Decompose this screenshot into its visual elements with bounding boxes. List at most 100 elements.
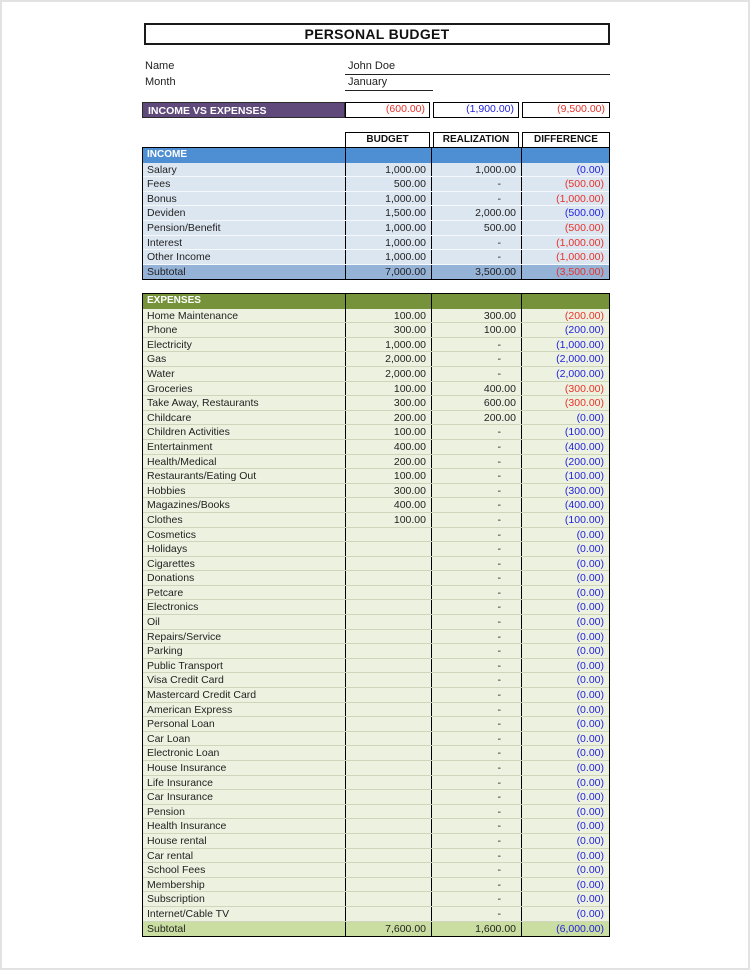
realization-cell[interactable]: - [431,498,521,512]
realization-cell[interactable]: - [431,702,521,717]
budget-cell[interactable] [345,731,431,746]
budget-cell[interactable]: 1,000.00 [345,250,431,264]
budget-cell[interactable] [345,527,431,542]
realization-cell[interactable]: 1,600.00 [431,921,521,937]
budget-cell[interactable]: 200.00 [345,454,431,469]
budget-cell[interactable]: 1,000.00 [345,162,431,177]
realization-cell[interactable]: - [431,250,521,264]
realization-cell[interactable]: 200.00 [431,410,521,425]
realization-cell[interactable]: - [431,235,521,250]
budget-cell[interactable] [345,673,431,688]
budget-cell[interactable]: 7,000.00 [345,264,431,280]
budget-cell[interactable] [345,629,431,644]
realization-cell[interactable]: - [431,717,521,731]
realization-cell[interactable]: - [431,425,521,439]
budget-cell[interactable]: 300.00 [345,483,431,498]
realization-cell[interactable]: - [431,527,521,542]
realization-cell[interactable]: 3,500.00 [431,264,521,280]
budget-cell[interactable]: 1,000.00 [345,235,431,250]
budget-cell[interactable] [345,761,431,775]
budget-cell[interactable] [345,833,431,848]
budget-cell[interactable] [345,775,431,790]
realization-cell[interactable]: - [431,819,521,833]
summary-budget-cell[interactable]: (600.00) [345,102,430,118]
budget-cell[interactable] [345,848,431,863]
budget-cell[interactable] [345,819,431,833]
budget-cell[interactable] [345,571,431,585]
realization-cell[interactable]: 400.00 [431,381,521,396]
realization-cell[interactable]: - [431,483,521,498]
realization-cell[interactable]: - [431,848,521,863]
realization-cell[interactable]: - [431,833,521,848]
summary-difference-cell[interactable]: (9,500.00) [522,102,610,118]
realization-cell[interactable]: - [431,191,521,206]
budget-cell[interactable]: 100.00 [345,512,431,527]
budget-cell[interactable] [345,746,431,760]
budget-cell[interactable] [345,542,431,556]
budget-cell[interactable] [345,702,431,717]
realization-cell[interactable]: - [431,454,521,469]
budget-cell[interactable] [345,877,431,892]
realization-cell[interactable]: - [431,177,521,191]
realization-cell[interactable]: 500.00 [431,220,521,235]
budget-cell[interactable]: 1,500.00 [345,206,431,220]
realization-cell[interactable]: - [431,775,521,790]
budget-cell[interactable] [345,615,431,629]
budget-cell[interactable] [345,585,431,600]
realization-cell[interactable]: - [431,439,521,454]
budget-cell[interactable] [345,906,431,921]
month-value[interactable]: January [348,76,388,88]
budget-cell[interactable]: 2,000.00 [345,366,431,381]
realization-cell[interactable]: 600.00 [431,396,521,410]
realization-cell[interactable]: - [431,877,521,892]
realization-cell[interactable]: - [431,906,521,921]
realization-cell[interactable]: - [431,746,521,760]
budget-cell[interactable]: 7,600.00 [345,921,431,937]
realization-cell[interactable]: - [431,571,521,585]
realization-cell[interactable]: - [431,629,521,644]
budget-cell[interactable]: 200.00 [345,410,431,425]
realization-cell[interactable]: - [431,512,521,527]
budget-cell[interactable]: 100.00 [345,425,431,439]
realization-cell[interactable]: - [431,644,521,658]
realization-cell[interactable]: - [431,615,521,629]
budget-cell[interactable] [345,688,431,702]
realization-cell[interactable]: - [431,600,521,615]
budget-cell[interactable]: 300.00 [345,396,431,410]
budget-cell[interactable]: 1,000.00 [345,191,431,206]
realization-cell[interactable]: - [431,337,521,352]
realization-cell[interactable]: - [431,790,521,804]
realization-cell[interactable]: - [431,352,521,366]
realization-cell[interactable]: 2,000.00 [431,206,521,220]
realization-cell[interactable]: 300.00 [431,308,521,323]
budget-cell[interactable]: 2,000.00 [345,352,431,366]
budget-cell[interactable]: 400.00 [345,439,431,454]
budget-cell[interactable] [345,790,431,804]
budget-cell[interactable]: 100.00 [345,308,431,323]
realization-cell[interactable]: - [431,542,521,556]
realization-cell[interactable]: - [431,585,521,600]
realization-cell[interactable]: - [431,863,521,877]
name-value[interactable]: John Doe [348,60,396,72]
budget-cell[interactable]: 100.00 [345,469,431,483]
realization-cell[interactable]: - [431,892,521,906]
realization-cell[interactable]: 1,000.00 [431,162,521,177]
budget-cell[interactable] [345,717,431,731]
budget-cell[interactable]: 400.00 [345,498,431,512]
budget-cell[interactable]: 500.00 [345,177,431,191]
budget-cell[interactable]: 100.00 [345,381,431,396]
budget-cell[interactable]: 1,000.00 [345,337,431,352]
summary-realization-cell[interactable]: (1,900.00) [433,102,519,118]
budget-cell[interactable] [345,644,431,658]
realization-cell[interactable]: - [431,804,521,819]
budget-cell[interactable] [345,658,431,673]
realization-cell[interactable]: - [431,761,521,775]
budget-cell[interactable]: 300.00 [345,323,431,337]
realization-cell[interactable]: - [431,673,521,688]
realization-cell[interactable]: - [431,556,521,571]
budget-cell[interactable] [345,556,431,571]
realization-cell[interactable]: - [431,366,521,381]
budget-cell[interactable] [345,863,431,877]
realization-cell[interactable]: - [431,731,521,746]
realization-cell[interactable]: - [431,469,521,483]
